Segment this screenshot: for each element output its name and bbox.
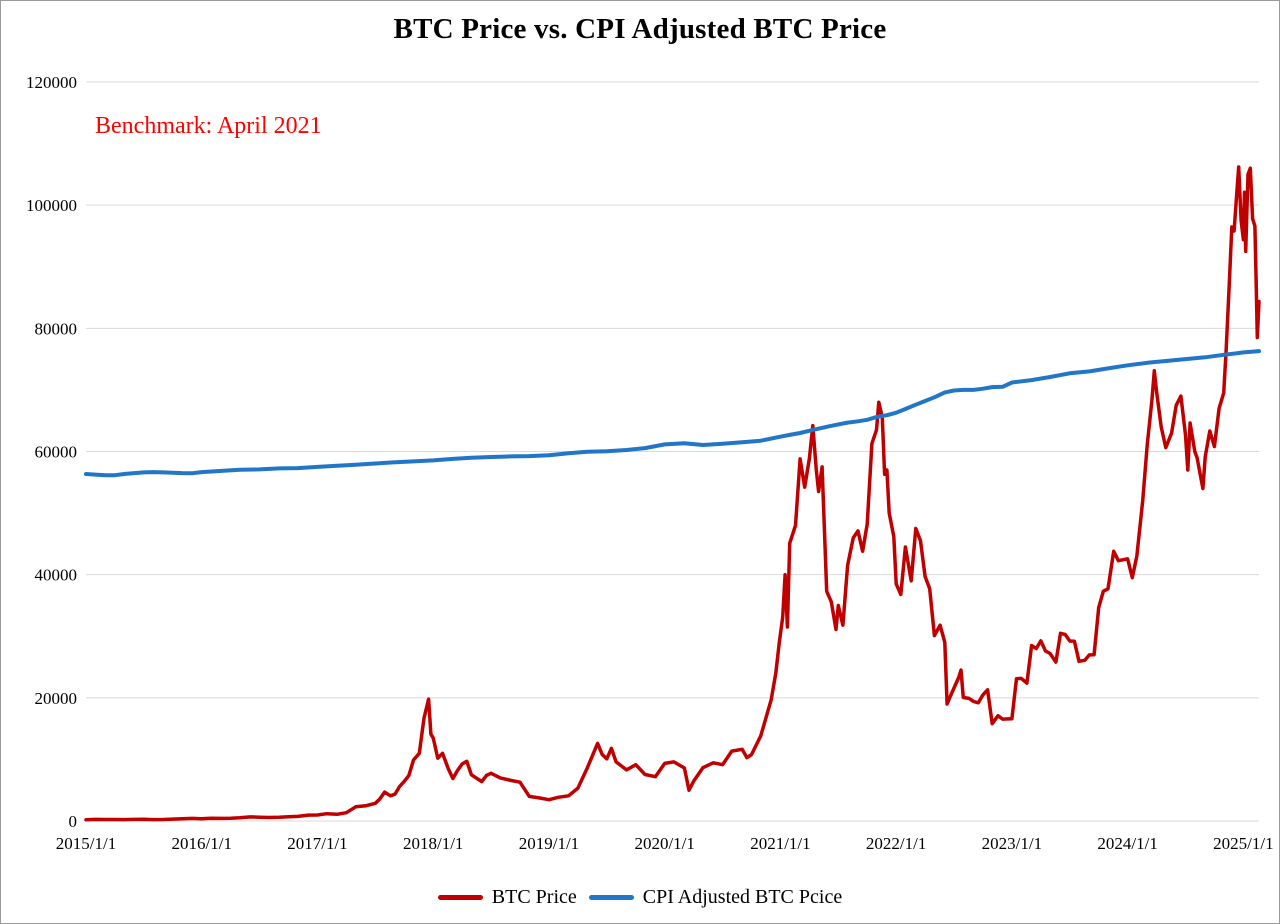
y-tick-label: 80000 (35, 319, 78, 338)
y-tick-label: 60000 (35, 443, 78, 462)
legend-label-btc-price: BTC Price (491, 886, 577, 908)
y-tick-label: 20000 (35, 689, 78, 708)
x-tick-label: 2023/1/1 (982, 834, 1042, 853)
y-tick-label: 0 (69, 812, 78, 831)
x-tick-label: 2020/1/1 (634, 834, 694, 853)
y-tick-label: 100000 (26, 196, 77, 215)
x-tick-label: 2022/1/1 (866, 834, 926, 853)
x-tick-label: 2017/1/1 (287, 834, 347, 853)
chart-title: BTC Price vs. CPI Adjusted BTC Price (393, 13, 887, 45)
legend-item-cpi-adjusted: CPI Adjusted BTC Pcice (588, 886, 843, 909)
benchmark-annotation: Benchmark: April 2021 (95, 113, 322, 139)
x-tick-label: 2015/1/1 (56, 834, 116, 853)
y-tick-label: 120000 (26, 73, 77, 92)
cpi-adjusted-btc-price-line (84, 349, 1261, 478)
x-tick-label: 2025/1/1 (1213, 834, 1273, 853)
x-tick-label: 2019/1/1 (519, 834, 579, 853)
legend: BTC Price CPI Adjusted BTC Pcice (1, 886, 1279, 909)
btc-price-line (84, 165, 1261, 822)
cpi-adjusted-line-swatch (588, 895, 634, 900)
legend-label-cpi-adjusted: CPI Adjusted BTC Pcice (642, 886, 843, 908)
x-tick-label: 2018/1/1 (403, 834, 463, 853)
y-tick-label: 40000 (35, 566, 78, 585)
x-tick-label: 2016/1/1 (172, 834, 232, 853)
btc-price-line-swatch (437, 895, 483, 900)
x-tick-label: 2021/1/1 (750, 834, 810, 853)
legend-item-btc-price: BTC Price (437, 886, 577, 909)
x-tick-label: 2024/1/1 (1097, 834, 1157, 853)
